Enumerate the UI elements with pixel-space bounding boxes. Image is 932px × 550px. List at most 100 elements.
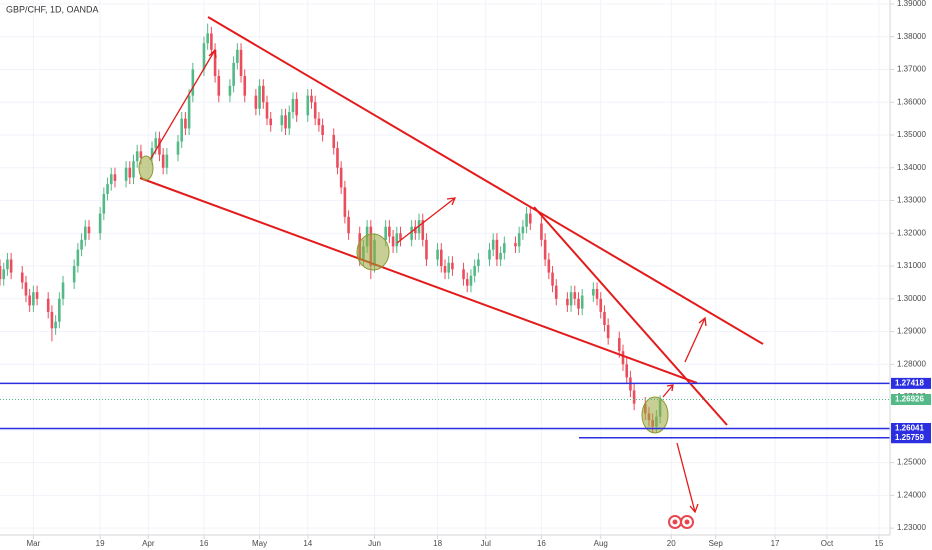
- candle-body: [284, 115, 287, 129]
- candle-body: [488, 249, 491, 260]
- arrow-head: [666, 384, 674, 392]
- x-tick-label: 15: [874, 539, 883, 548]
- arrow-head: [208, 48, 217, 59]
- candle-body: [580, 295, 584, 309]
- candle-body: [391, 236, 395, 247]
- candle-body: [128, 167, 132, 178]
- candle-body: [306, 95, 310, 116]
- candle-body: [102, 193, 106, 214]
- candle-body: [54, 321, 57, 329]
- candle-body: [469, 275, 473, 286]
- level-label: 1.27418: [895, 378, 924, 387]
- x-tick-label: 16: [200, 539, 209, 548]
- y-tick-label: 1.35000: [897, 130, 926, 139]
- candle-body: [258, 85, 261, 109]
- candle-body: [347, 216, 350, 234]
- candle-body: [106, 184, 109, 194]
- candle-body: [569, 292, 573, 306]
- candle-body: [521, 226, 525, 234]
- candle-body: [176, 141, 180, 155]
- candle-body: [551, 272, 554, 286]
- arrow: [684, 317, 706, 363]
- arrow-head: [698, 316, 707, 327]
- candle-body: [158, 138, 161, 155]
- x-tick-label: Sep: [709, 539, 724, 548]
- candle-body: [20, 272, 24, 283]
- chart-title: GBP/CHF, 1D, OANDA: [6, 4, 99, 14]
- candle-body: [336, 148, 339, 168]
- candle-body: [313, 102, 317, 119]
- candle-body: [465, 279, 469, 286]
- highlight: [356, 233, 390, 271]
- candle-body: [421, 220, 425, 240]
- candle-body: [46, 298, 50, 312]
- highlight: [641, 396, 669, 434]
- trend-line: [533, 206, 728, 426]
- event-icon-dot: [684, 519, 690, 525]
- y-tick-label: 1.34000: [897, 163, 926, 172]
- y-tick-label: 1.33000: [897, 196, 926, 205]
- candle-body: [261, 85, 265, 103]
- arrow: [676, 442, 696, 513]
- candle-body: [83, 226, 87, 240]
- candle-body: [491, 239, 495, 250]
- candle-body: [210, 33, 213, 50]
- drawings: [138, 16, 764, 514]
- arrow: [396, 197, 456, 244]
- candle-body: [295, 98, 298, 116]
- x-tick-label: Oct: [821, 539, 834, 548]
- candle-body: [499, 252, 502, 260]
- candle-body: [217, 76, 221, 96]
- candle-body: [384, 226, 387, 240]
- candle-body: [577, 298, 580, 309]
- arrow-head: [689, 503, 699, 514]
- candle-body: [595, 288, 599, 299]
- candle-body: [32, 292, 35, 306]
- candle-body: [321, 125, 324, 135]
- candle-body: [291, 98, 295, 113]
- candle-body: [603, 311, 606, 325]
- candle-body: [547, 259, 551, 273]
- highlight: [138, 155, 154, 181]
- y-tick-label: 1.24000: [897, 490, 926, 499]
- candle-body: [58, 298, 61, 322]
- x-tick-label: 16: [537, 539, 546, 548]
- candle-body: [599, 298, 603, 312]
- y-tick-label: 1.30000: [897, 294, 926, 303]
- level-label: 1.25759: [895, 433, 924, 442]
- y-tick-label: 1.38000: [897, 32, 926, 41]
- candle-body: [451, 262, 454, 270]
- candle-body: [317, 118, 321, 126]
- candle-body: [339, 167, 343, 188]
- y-tick-label: 1.31000: [897, 261, 926, 270]
- candle-body: [525, 213, 528, 227]
- y-tick-label: 1.32000: [897, 228, 926, 237]
- x-tick-label: 20: [667, 539, 676, 548]
- candle-body: [310, 95, 313, 103]
- event-icon-dot: [672, 519, 678, 525]
- x-tick-label: 18: [433, 539, 442, 548]
- candle-body: [265, 102, 269, 119]
- candle-body: [9, 259, 13, 273]
- candle-body: [154, 138, 158, 149]
- candle-body: [184, 118, 187, 129]
- candle-body: [243, 76, 247, 96]
- candle-body: [135, 151, 139, 162]
- candle-body: [87, 226, 91, 234]
- candle-body: [98, 213, 102, 234]
- candle-body: [566, 298, 569, 306]
- candle-body: [61, 282, 65, 299]
- axes: 1.230001.240001.250001.260001.270001.280…: [26, 0, 931, 548]
- candle-body: [554, 285, 558, 299]
- candle-body: [50, 311, 54, 329]
- candle-body: [6, 259, 9, 270]
- candle-body: [473, 266, 476, 276]
- candle-body: [414, 226, 417, 234]
- y-tick-label: 1.25000: [897, 458, 926, 467]
- arrow-head: [446, 197, 457, 206]
- last-price-label: 1.26926: [895, 395, 924, 404]
- x-tick-label: Mar: [26, 539, 40, 548]
- candle-body: [28, 295, 31, 306]
